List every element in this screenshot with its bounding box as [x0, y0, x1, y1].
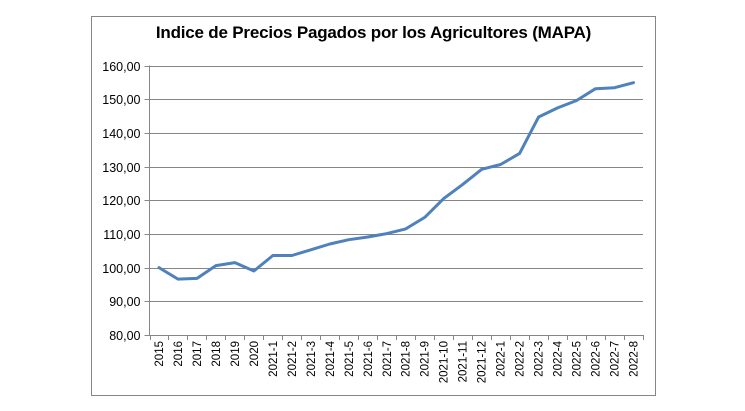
chart-title: Indice de Precios Pagados por los Agricu… — [155, 23, 592, 42]
axes — [144, 65, 644, 340]
x-tick-label: 2015 — [154, 341, 166, 367]
chart-frame — [91, 16, 656, 396]
y-tick-label: 90,00 — [109, 295, 140, 309]
y-tick-label: 120,00 — [102, 194, 140, 208]
x-tick-label: 2021-8 — [401, 341, 413, 377]
x-tick-label: 2022-2 — [515, 341, 527, 377]
x-tick-label: 2016 — [173, 341, 185, 367]
x-tick-label: 2022-4 — [553, 340, 565, 376]
x-tick-label: 2021-9 — [420, 341, 432, 377]
x-tick-label: 2021-5 — [344, 341, 356, 377]
y-tick-label: 110,00 — [103, 228, 140, 242]
y-tick-label: 160,00 — [102, 60, 140, 74]
gridlines — [149, 66, 643, 302]
x-tick-label: 2021-6 — [363, 341, 375, 377]
x-tick-label: 2021-10 — [439, 341, 451, 383]
y-axis-tick-labels: 80,00 90,00 100,00 110,00 120,00 130,00 140,00… — [102, 60, 140, 343]
x-tick-label: 2021-7 — [382, 341, 394, 377]
x-axis-tick-labels: 2015 2016 2017 2018 2019 2020 2021-1 2021-2 2021… — [154, 340, 641, 383]
y-tick-label: 80,00 — [109, 329, 140, 343]
y-tick-label: 150,00 — [102, 93, 140, 107]
x-tick-label: 2022-8 — [629, 341, 641, 377]
x-tick-label: 2021-1 — [268, 341, 280, 377]
y-tick-label: 130,00 — [102, 161, 140, 175]
x-tick-label: 2018 — [211, 341, 223, 367]
y-tick-label: 100,00 — [102, 262, 140, 276]
x-tick-label: 2022-3 — [534, 341, 546, 377]
x-tick-label: 2021-3 — [306, 341, 318, 377]
series — [157, 81, 635, 281]
x-tick-label: 2019 — [230, 341, 242, 367]
x-tick-label: 2022-5 — [572, 341, 584, 377]
y-tick-label: 140,00 — [102, 127, 140, 141]
x-tick-label: 2022-6 — [591, 341, 603, 377]
x-tick-label: 2022-1 — [496, 341, 508, 377]
x-tick-label: 2021-2 — [287, 341, 299, 377]
x-tick-label: 2022-7 — [610, 341, 622, 377]
x-tick-label: 2020 — [249, 341, 261, 367]
series-line — [157, 81, 635, 281]
x-tick-label: 2021-12 — [477, 341, 489, 383]
x-tick-label: 2017 — [192, 341, 204, 367]
x-tick-label: 2021-11 — [458, 341, 470, 382]
x-tick-label: 2021-4 — [325, 340, 337, 376]
